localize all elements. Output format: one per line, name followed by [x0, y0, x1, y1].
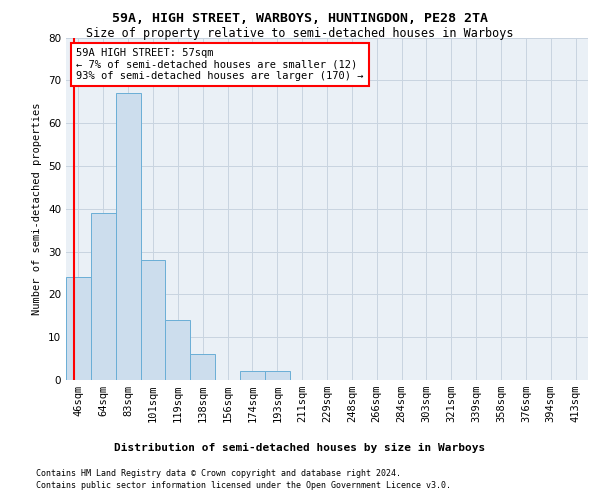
- Text: 59A HIGH STREET: 57sqm
← 7% of semi-detached houses are smaller (12)
93% of semi: 59A HIGH STREET: 57sqm ← 7% of semi-deta…: [76, 48, 364, 81]
- Text: Size of property relative to semi-detached houses in Warboys: Size of property relative to semi-detach…: [86, 28, 514, 40]
- Text: Contains HM Land Registry data © Crown copyright and database right 2024.: Contains HM Land Registry data © Crown c…: [36, 468, 401, 477]
- Bar: [265, 372, 290, 380]
- Text: Contains public sector information licensed under the Open Government Licence v3: Contains public sector information licen…: [36, 481, 451, 490]
- Bar: [66, 277, 91, 380]
- Bar: [240, 372, 265, 380]
- Bar: [140, 260, 166, 380]
- Y-axis label: Number of semi-detached properties: Number of semi-detached properties: [32, 102, 43, 315]
- Bar: [166, 320, 190, 380]
- Bar: [116, 93, 140, 380]
- Text: Distribution of semi-detached houses by size in Warboys: Distribution of semi-detached houses by …: [115, 442, 485, 452]
- Text: 59A, HIGH STREET, WARBOYS, HUNTINGDON, PE28 2TA: 59A, HIGH STREET, WARBOYS, HUNTINGDON, P…: [112, 12, 488, 26]
- Bar: [91, 213, 116, 380]
- Bar: [190, 354, 215, 380]
